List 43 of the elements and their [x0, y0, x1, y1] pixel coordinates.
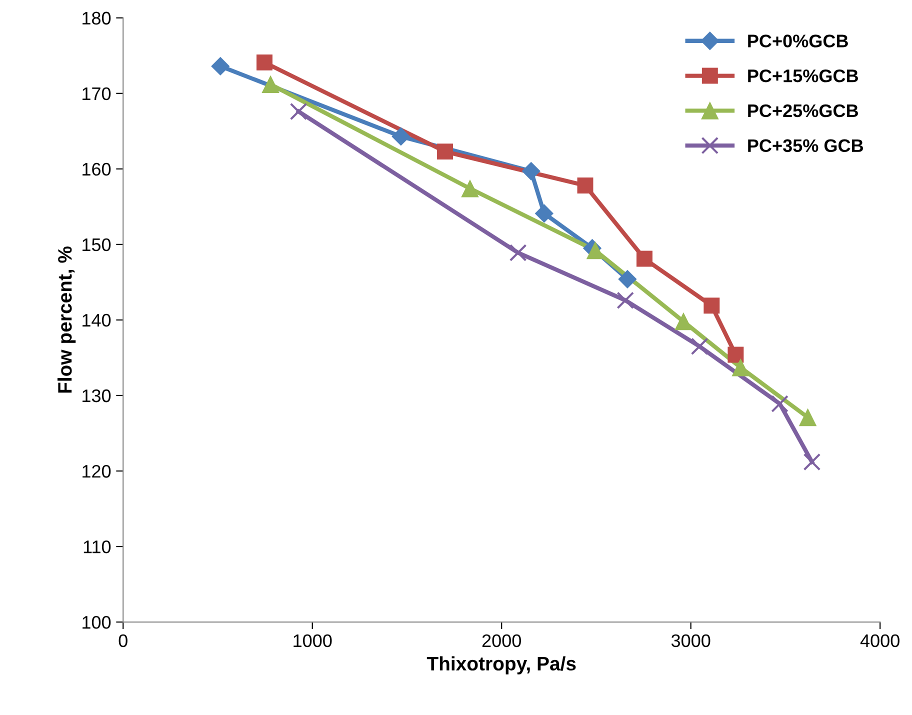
point [674, 312, 692, 330]
point [704, 298, 720, 314]
point [256, 54, 272, 70]
point [799, 408, 816, 426]
y-axis-title: Flow percent, % [58, 246, 76, 393]
y-tick-label: 120 [82, 464, 111, 478]
x-tick-label: 4000 [860, 634, 900, 648]
x-tick-label: 3000 [671, 634, 710, 648]
point [732, 358, 750, 376]
x-tick-label: 1000 [294, 634, 332, 648]
point [803, 453, 821, 471]
point [522, 162, 540, 180]
point [262, 76, 280, 94]
y-tick-label: 140 [82, 314, 111, 327]
legend-label: PC+25%GCB [748, 104, 858, 118]
point [577, 178, 594, 194]
point [771, 395, 788, 412]
point [534, 204, 554, 223]
point [211, 57, 230, 76]
x-tick-label: 2000 [482, 634, 521, 648]
y-tick-label: 160 [82, 162, 111, 176]
x-tick-label: 0 [118, 634, 128, 648]
point [616, 292, 634, 310]
x-axis-title: Thixotropy, Pa/s [426, 656, 576, 674]
y-tick-label: 170 [82, 87, 111, 100]
y-tick-label: 130 [82, 389, 111, 402]
point [392, 127, 410, 146]
y-tick-label: 110 [84, 540, 111, 554]
point [728, 346, 744, 363]
y-tick-label: 150 [82, 238, 111, 252]
y-tick-label: 100 [82, 616, 111, 629]
point [437, 144, 454, 160]
point [586, 242, 604, 260]
legend-label: PC+15%GCB [748, 69, 858, 82]
point [461, 180, 479, 198]
y-tick-label: 180 [82, 12, 111, 25]
point [290, 102, 308, 120]
point [618, 270, 637, 288]
legend-label: PC+0%GCB [748, 34, 848, 48]
legend-label: PC+35% GCB [748, 139, 864, 152]
point [690, 338, 708, 356]
point [509, 244, 527, 262]
point [636, 250, 652, 267]
